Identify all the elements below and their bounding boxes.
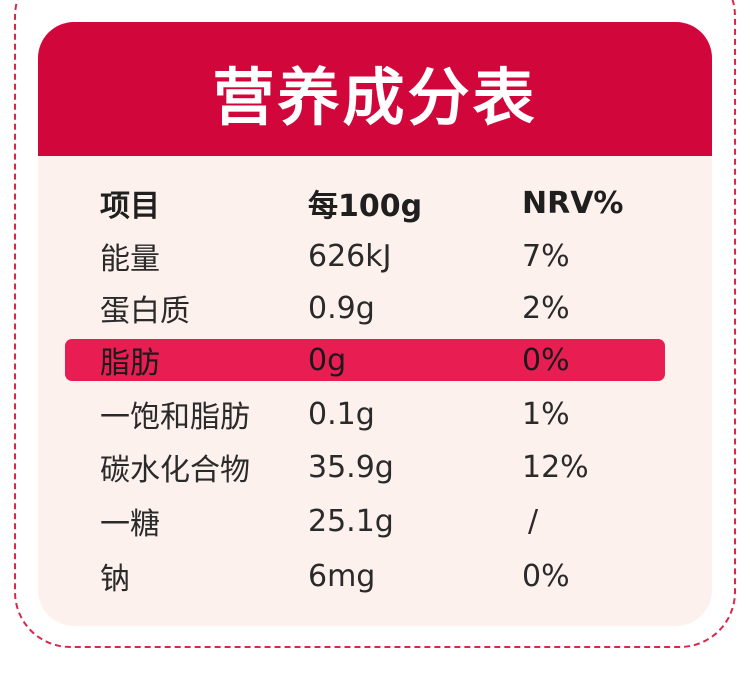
dashed-frame bbox=[14, 0, 736, 648]
title-banner: 营养成分表 bbox=[38, 22, 712, 156]
nutrient-per100g: 35.9g bbox=[308, 449, 394, 485]
nutrient-nrv: 0% bbox=[522, 342, 570, 378]
table-row: 蛋白质 0.9g 2% bbox=[38, 288, 712, 330]
nutrient-per100g: 25.1g bbox=[308, 503, 394, 539]
nutrient-name: 能量 bbox=[100, 242, 160, 277]
nutrient-per100g: 626kJ bbox=[308, 238, 392, 274]
table-header-row: 项目 每100g NRV% bbox=[38, 183, 712, 225]
column-header-nrv: NRV% bbox=[522, 185, 624, 221]
nutrient-nrv: 7% bbox=[522, 238, 570, 274]
nutrient-name: 碳水化合物 bbox=[100, 453, 250, 488]
nutrient-name: 钠 bbox=[100, 562, 130, 597]
table-row: 一糖 25.1g / bbox=[38, 501, 712, 543]
table-row: 钠 6mg 0% bbox=[38, 556, 712, 598]
column-header-per100g: 每100g bbox=[308, 189, 423, 224]
nutrition-card: 营养成分表 项目 每100g NRV% 能量 626kJ 7% 蛋白质 0.9g… bbox=[38, 22, 712, 626]
nutrient-per100g: 0g bbox=[308, 342, 347, 378]
nutrient-nrv: 1% bbox=[522, 396, 570, 432]
table-row: 一饱和脂肪 0.1g 1% bbox=[38, 394, 712, 436]
nutrient-nrv: 0% bbox=[522, 558, 570, 594]
nutrition-table-title: 营养成分表 bbox=[212, 61, 538, 134]
nutrient-nrv: 2% bbox=[522, 290, 570, 326]
nutrient-nrv: / bbox=[528, 503, 539, 539]
nutrient-nrv: 12% bbox=[522, 449, 589, 485]
nutrient-per100g: 0.1g bbox=[308, 396, 375, 432]
column-header-item: 项目 bbox=[100, 189, 160, 224]
table-row: 能量 626kJ 7% bbox=[38, 236, 712, 278]
table-row-highlighted: 脂肪 0g 0% bbox=[65, 339, 665, 381]
nutrient-name: 一糖 bbox=[100, 507, 160, 542]
nutrient-per100g: 0.9g bbox=[308, 290, 375, 326]
nutrient-name: 一饱和脂肪 bbox=[100, 400, 250, 435]
nutrient-name: 脂肪 bbox=[100, 346, 160, 381]
nutrient-name: 蛋白质 bbox=[100, 294, 190, 329]
nutrient-per100g: 6mg bbox=[308, 558, 376, 594]
table-row: 碳水化合物 35.9g 12% bbox=[38, 447, 712, 489]
